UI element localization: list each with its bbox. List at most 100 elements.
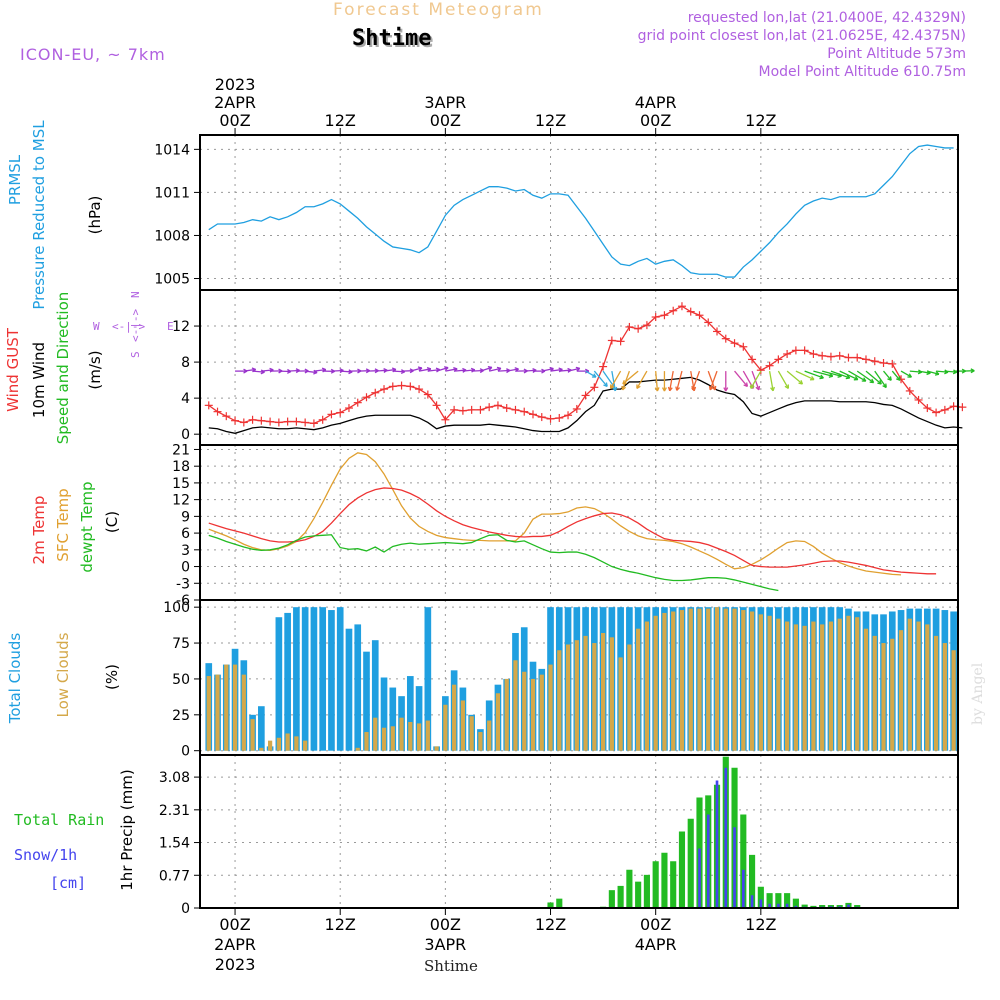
- wind-dir-arrow: [427, 368, 440, 372]
- wind-dir-arrow: [839, 370, 859, 381]
- wind-dir-arrowhead: [745, 382, 749, 387]
- wind-dir-arrowhead: [391, 367, 397, 371]
- place-title: Shtime: [352, 26, 432, 51]
- wind-dir-arrow: [261, 369, 274, 372]
- rain-bar: [801, 904, 808, 908]
- total-cloud-bar: [328, 610, 335, 751]
- low-cloud-bar: [504, 678, 509, 751]
- wind-dir-arrow: [524, 369, 537, 372]
- low-cloud-bar: [767, 615, 772, 751]
- total-cloud-bar: [424, 607, 432, 751]
- low-cloud-bar: [390, 726, 395, 751]
- time-label-bottom: 12Z: [325, 915, 356, 934]
- y-tick-label: 100: [163, 600, 190, 616]
- wind-dir-arrow: [462, 369, 475, 372]
- wind-dir-arrowhead: [879, 379, 882, 385]
- total-cloud-bar: [284, 612, 291, 751]
- label-prmsl: PRMSL: [6, 154, 24, 205]
- total-cloud-bar: [345, 628, 353, 751]
- low-cloud-bar: [951, 650, 956, 751]
- wind-dir-arrow: [480, 366, 493, 372]
- low-cloud-bar: [627, 644, 632, 751]
- y-tick-label: 1011: [154, 185, 190, 201]
- wind-dir-arrow: [541, 367, 554, 372]
- wind-dir-arrowhead: [758, 385, 761, 390]
- time-label-bottom: 12Z: [535, 915, 566, 934]
- wind-dir-arrowhead: [863, 377, 867, 382]
- wind-dir-arrow: [418, 368, 431, 372]
- wind-dir-arrow: [777, 370, 789, 389]
- time-label-bottom: 00Z: [219, 915, 250, 934]
- wind-dir-arrowhead: [970, 368, 975, 372]
- wind-dir-arrowhead: [750, 385, 755, 389]
- compass-east: E: [167, 320, 174, 333]
- subtitle: Forecast Meteogram: [333, 0, 544, 20]
- wind-dir-arrow: [874, 370, 887, 388]
- rain-bar: [661, 852, 668, 908]
- y-tick-label: 9: [181, 509, 190, 525]
- label-total-clouds: Total Clouds: [6, 633, 24, 725]
- y-tick-label: 2.31: [159, 803, 190, 819]
- y-tick-label: 0: [181, 901, 190, 917]
- total-cloud-bar: [380, 677, 388, 751]
- y-tick-label: 0: [181, 560, 190, 576]
- low-cloud-bar: [478, 732, 483, 751]
- low-cloud-bar: [539, 674, 544, 751]
- wind-dir-arrowhead: [854, 375, 859, 380]
- wind-dir-arrow: [611, 370, 616, 391]
- low-cloud-bar: [276, 737, 281, 751]
- rain-bar: [854, 905, 861, 908]
- wind-dir-arrowhead: [426, 366, 432, 370]
- y-tick-label: 0: [181, 427, 190, 443]
- t2m-line: [208, 487, 937, 575]
- rain-bar: [757, 886, 764, 908]
- low-cloud-bar: [373, 717, 378, 751]
- time-label-bottom: 12Z: [745, 915, 776, 934]
- wind-dir-arrowhead: [575, 366, 580, 370]
- y-tick-label: -3: [176, 576, 190, 592]
- low-cloud-bar: [574, 640, 579, 751]
- wind-dir-arrow: [848, 370, 867, 382]
- model-label: ICON-EU, ~ 7km: [20, 45, 166, 64]
- wind-dir-arrowhead: [614, 386, 618, 392]
- low-cloud-bar: [872, 635, 877, 751]
- wind-dir-arrow: [742, 370, 754, 389]
- y-tick-label: 21: [172, 442, 190, 458]
- low-cloud-bar: [881, 643, 886, 751]
- rain-bar: [819, 905, 826, 908]
- snow-bar: [768, 903, 771, 908]
- wind-dir-arrowhead: [417, 366, 423, 369]
- requested-coords: requested lon,lat (21.0400E, 42.4329N): [687, 10, 966, 26]
- y-tick-label: 0.77: [159, 868, 190, 884]
- wind-dir-arrow: [506, 368, 519, 372]
- low-cloud-bar: [828, 621, 834, 751]
- rain-bar: [740, 814, 747, 908]
- y-tick-label: 50: [172, 672, 190, 688]
- low-cloud-bar: [907, 618, 912, 751]
- snow-bar: [847, 904, 850, 908]
- low-cloud-bar: [811, 621, 816, 751]
- total-cloud-bar: [293, 607, 300, 751]
- total-cloud-bar: [371, 640, 379, 751]
- wind-dir-arrow: [692, 370, 701, 391]
- wind-dir-arrow: [340, 370, 353, 373]
- low-cloud-bar: [697, 608, 702, 751]
- compass-west: W: [93, 320, 100, 333]
- low-cloud-bar: [714, 607, 720, 751]
- wind-dir-arrowhead: [444, 366, 449, 369]
- total-cloud-bar: [354, 624, 362, 751]
- wind-dir-arrow: [822, 370, 842, 377]
- low-cloud-bar: [609, 637, 614, 751]
- low-cloud-bar: [732, 608, 737, 751]
- rain-bar: [635, 881, 642, 908]
- snow-bar: [733, 827, 736, 908]
- low-cloud-bar: [679, 610, 685, 751]
- snow-bar: [741, 869, 745, 908]
- snow-bar: [750, 895, 754, 908]
- low-cloud-bar: [408, 721, 413, 751]
- y-tick-label: 3.08: [159, 770, 190, 786]
- rain-bar: [547, 902, 554, 908]
- gust-line: [208, 305, 963, 425]
- wind-dir-arrowhead: [935, 370, 940, 375]
- low-cloud-bar: [416, 723, 422, 751]
